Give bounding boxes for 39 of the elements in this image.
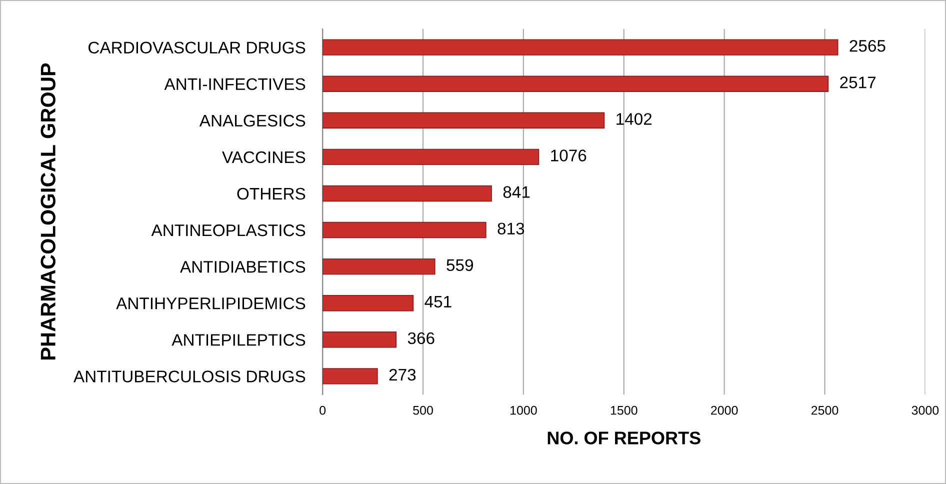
- bar: [322, 222, 486, 238]
- bar: [322, 39, 838, 56]
- x-tick-label: 0: [320, 406, 326, 415]
- bar: [322, 148, 540, 166]
- x-axis-title: NO. OF REPORTS: [548, 432, 700, 444]
- data-label: 2565: [850, 40, 886, 52]
- y-tick-label: VACCINES: [222, 151, 306, 164]
- data-label: 273: [389, 368, 416, 381]
- y-tick-label: ANTIHYPERLIPIDEMICS: [116, 298, 306, 310]
- y-tick-label: ANTI-INFECTIVES: [164, 78, 306, 90]
- bar: [322, 112, 605, 128]
- data-label: 1076: [551, 150, 586, 162]
- data-label: 2517: [840, 76, 876, 88]
- bar: [322, 185, 492, 202]
- y-tick-label: CARDIOVASCULAR DRUGS: [88, 42, 306, 54]
- x-tick-label: 1500: [610, 406, 638, 415]
- y-tick-label: ANALGESICS: [199, 114, 306, 127]
- x-tick-label: 2000: [711, 406, 738, 415]
- bar: [322, 76, 829, 92]
- data-label: 366: [408, 332, 434, 344]
- y-tick-label: ANTITUBERCULOSIS DRUGS: [74, 370, 306, 382]
- bar: [322, 332, 397, 348]
- x-tick-label: 2500: [811, 406, 838, 415]
- data-label: 813: [498, 222, 524, 234]
- y-tick-label: OTHERS: [237, 188, 306, 200]
- bar: [322, 295, 414, 312]
- data-label: 841: [503, 186, 530, 198]
- x-tick-label: 3000: [912, 406, 939, 415]
- data-label: 451: [424, 296, 452, 308]
- data-label: 559: [446, 259, 473, 272]
- bar: [322, 258, 436, 275]
- bar: [322, 368, 378, 384]
- y-tick-label: ANTIDIABETICS: [180, 260, 306, 273]
- y-axis-title: PHARMACOLOGICAL GROUP: [40, 63, 56, 360]
- data-label: 1402: [616, 113, 652, 125]
- x-tick-label: 500: [413, 406, 433, 415]
- y-tick-label: ANTINEOPLASTICS: [151, 224, 306, 236]
- x-tick-label: 1000: [510, 406, 537, 415]
- y-tick-label: ANTIEPILEPTICS: [172, 334, 306, 346]
